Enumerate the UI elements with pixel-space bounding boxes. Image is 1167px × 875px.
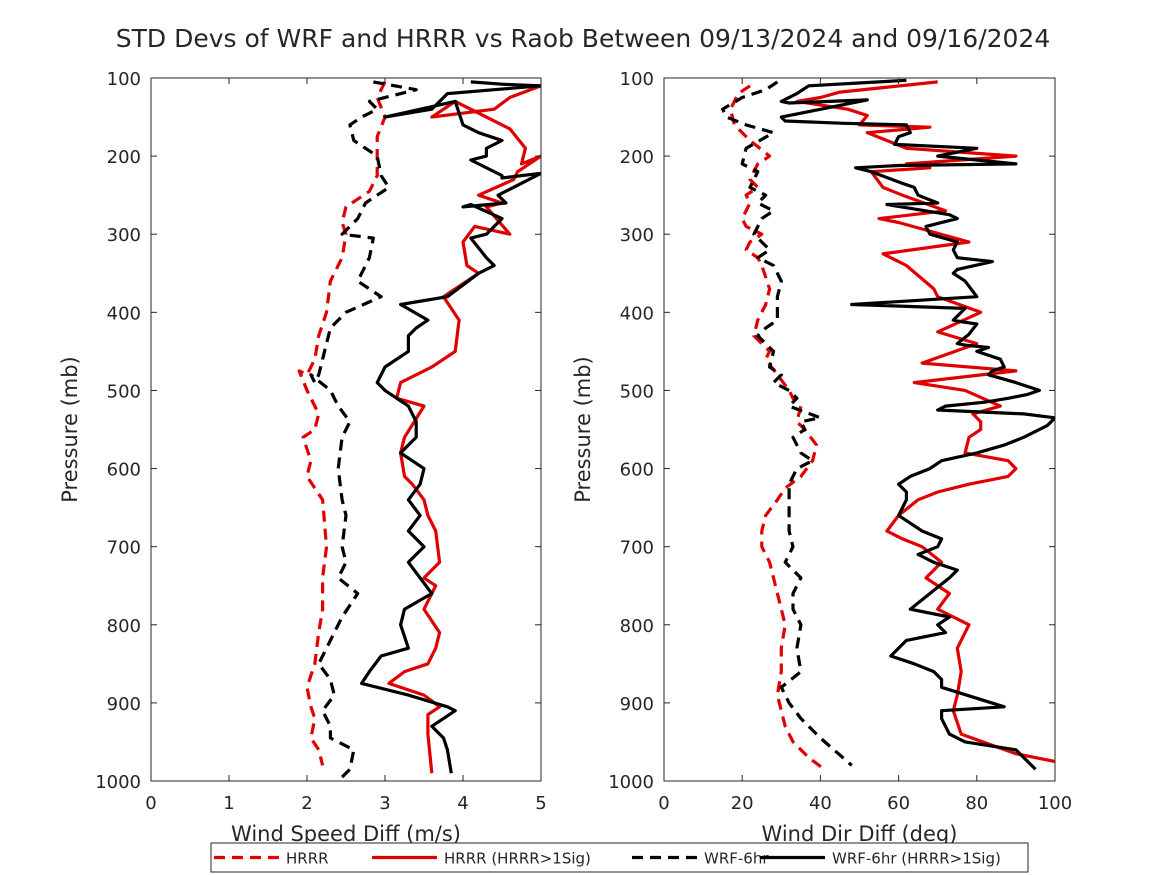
dir-series-line-1 bbox=[795, 80, 1055, 764]
dir-series-line-0 bbox=[728, 84, 826, 771]
speed-series-line-2 bbox=[309, 80, 418, 779]
legend: HRRR HRRR (HRRR>1Sig) WRF-6hr WRF-6hr (HRRR… bbox=[210, 842, 1029, 873]
speed-panel: 0 1 2 3 4 5 100 200 300 400 500 600 700 800 900 1000 Win… bbox=[58, 69, 547, 846]
dir-ytick-label-0: 100 bbox=[620, 69, 654, 90]
dir-xtick-label-5: 100 bbox=[1038, 793, 1072, 814]
chart-panels: 0 1 2 3 4 51002003004005006007008009001000Win… bbox=[58, 69, 1072, 846]
legend-box bbox=[210, 842, 1029, 873]
speed-xtick-label-1: 1 bbox=[223, 793, 234, 814]
legend-label-2: WRF-6hr bbox=[704, 850, 769, 868]
speed-ytick-label-4: 500 bbox=[107, 381, 141, 402]
dir-series-line-2 bbox=[720, 80, 853, 767]
dir-xtick-label-3: 60 bbox=[887, 793, 910, 814]
dir-series-group bbox=[720, 78, 1055, 771]
dir-ytick-label-8: 900 bbox=[620, 694, 654, 715]
speed-ytick-label-0: 100 bbox=[107, 69, 141, 90]
dir-ytick-label-4: 500 bbox=[620, 381, 654, 402]
dir-series-line-3 bbox=[779, 78, 1055, 771]
legend-label-0: HRRR bbox=[286, 850, 329, 868]
dir-ytick-label-9: 1000 bbox=[608, 772, 654, 793]
speed-ytick-label-9: 1000 bbox=[95, 772, 141, 793]
dir-ytick-label-7: 800 bbox=[620, 616, 654, 637]
speed-ytick-label-5: 600 bbox=[107, 460, 141, 481]
speed-xtick-label-4: 4 bbox=[457, 793, 468, 814]
speed-axes-box bbox=[150, 77, 542, 782]
dir-panel: 0 20 40 60 80 100 100 200 300 400 500 600 700 800 900 1… bbox=[571, 69, 1072, 846]
speed-xtick-label-3: 3 bbox=[379, 793, 390, 814]
speed-series-line-0 bbox=[297, 81, 387, 766]
speed-series-line-1 bbox=[387, 84, 541, 774]
dir-xlabel: Wind Dir Diff (deg) bbox=[762, 822, 958, 846]
speed-ytick-label-8: 900 bbox=[107, 694, 141, 715]
speed-ytick-label-2: 300 bbox=[107, 225, 141, 246]
dir-ytick-label-3: 400 bbox=[620, 303, 654, 324]
figure-title: STD Devs of WRF and HRRR vs Raob Between… bbox=[116, 24, 1051, 53]
speed-ytick-label-3: 400 bbox=[107, 303, 141, 324]
dir-ytick-label-6: 700 bbox=[620, 538, 654, 559]
dir-xtick-label-0: 0 bbox=[658, 793, 669, 814]
dir-ylabel: Pressure (mb) bbox=[571, 356, 595, 503]
speed-xtick-label-0: 0 bbox=[145, 793, 156, 814]
dir-ytick-label-5: 600 bbox=[620, 460, 654, 481]
dir-xtick-label-4: 80 bbox=[965, 793, 988, 814]
legend-label-3: WRF-6hr (HRRR>1Sig) bbox=[832, 850, 1001, 868]
speed-ytick-label-7: 800 bbox=[107, 616, 141, 637]
speed-xtick-label-5: 5 bbox=[535, 793, 546, 814]
dir-xtick-label-2: 40 bbox=[809, 793, 832, 814]
dir-ytick-label-2: 300 bbox=[620, 225, 654, 246]
speed-series-line-3 bbox=[360, 80, 541, 774]
speed-ylabel: Pressure (mb) bbox=[58, 356, 82, 503]
dir-ytick-label-1: 200 bbox=[620, 147, 654, 168]
speed-ytick-label-1: 200 bbox=[107, 147, 141, 168]
speed-ytick-label-6: 700 bbox=[107, 538, 141, 559]
legend-label-1: HRRR (HRRR>1Sig) bbox=[444, 850, 591, 868]
dir-xtick-label-1: 20 bbox=[731, 793, 754, 814]
speed-xtick-label-2: 2 bbox=[301, 793, 312, 814]
speed-series-group bbox=[297, 80, 541, 779]
speed-xlabel: Wind Speed Diff (m/s) bbox=[231, 822, 461, 846]
dir-axes-box bbox=[663, 77, 1056, 782]
